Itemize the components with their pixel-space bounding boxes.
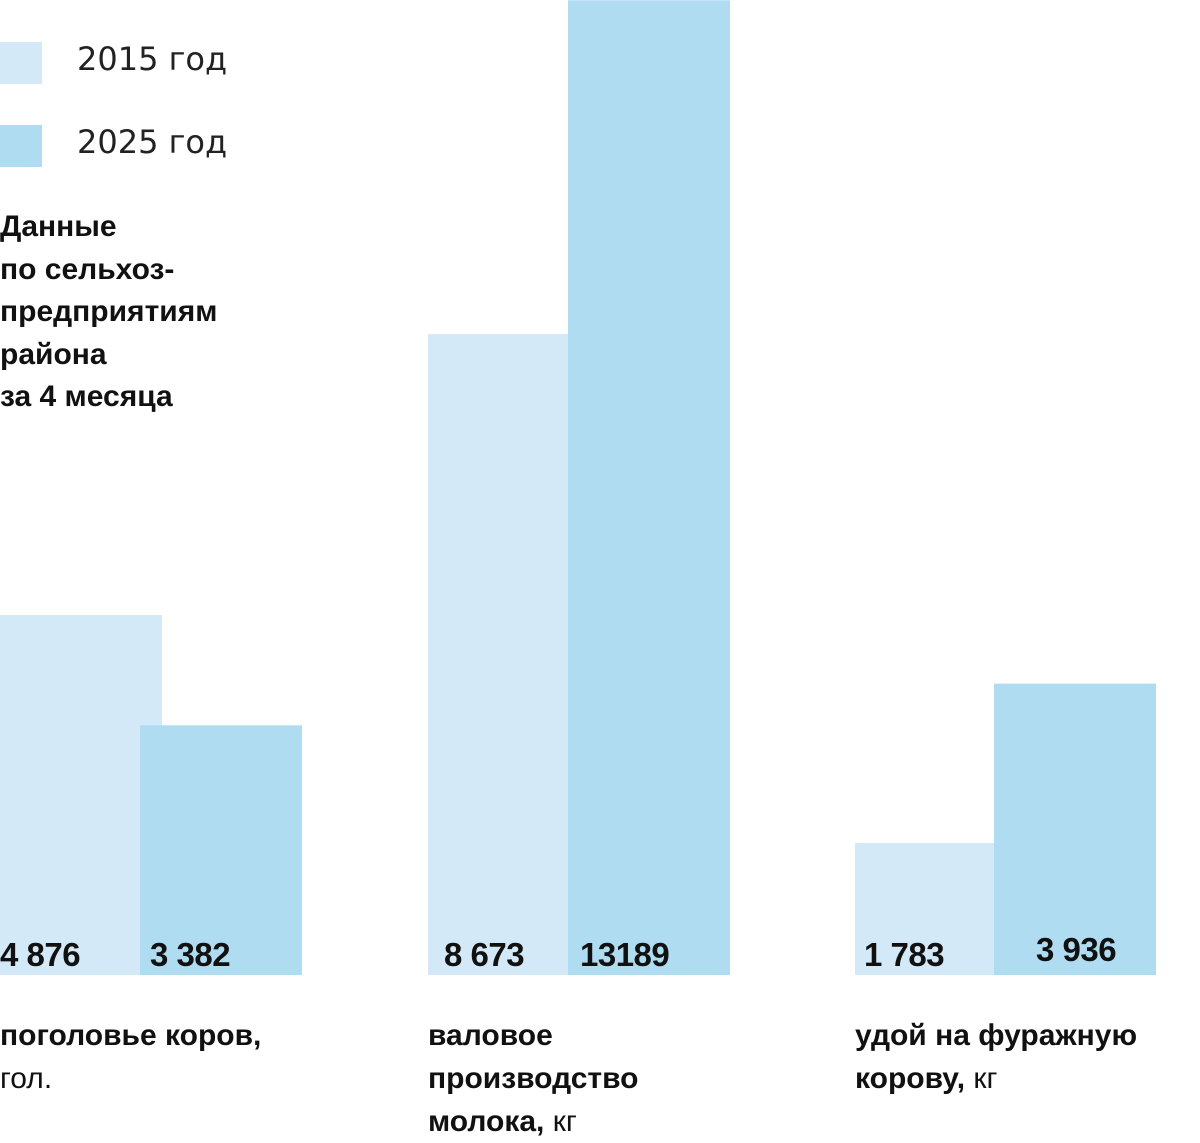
category-unit: гол.: [0, 1062, 53, 1095]
category-label-text: молока,: [428, 1105, 545, 1138]
category-label-cows: поголовье коров, гол.: [0, 1014, 261, 1100]
category-label-text: валовое: [428, 1019, 553, 1052]
category-label-milk: валовое производство молока, кг: [428, 1014, 639, 1143]
chart-title-line: района: [0, 337, 107, 371]
category-label-text: корову,: [855, 1062, 966, 1095]
value-label-2015-cat1: 4 876: [0, 936, 80, 973]
chart-title-line: предприятиям: [0, 295, 218, 328]
value-label-2015-cat3: 1 783: [864, 936, 944, 973]
category-unit: кг: [544, 1105, 577, 1138]
bar-2015-cat2: [428, 334, 568, 975]
category-label-text: поголовье коров,: [0, 1019, 262, 1052]
legend: 2015 год 2025 год: [0, 40, 227, 167]
legend-label-2015: 2015 год: [77, 40, 227, 78]
value-label-2015-cat2: 8 673: [444, 936, 524, 973]
legend-swatch-2025: [0, 125, 42, 167]
bar-2025-cat3: [994, 683, 1156, 975]
value-label-2025-cat1: 3 382: [150, 936, 230, 973]
category-label-yield: удой на фуражную корову, кг: [855, 1014, 1137, 1100]
bar-2015-cat1: [0, 615, 162, 975]
value-label-2025-cat3: 3 936: [1036, 931, 1116, 968]
category-label-text: производство: [428, 1062, 639, 1095]
legend-swatch-2015: [0, 42, 42, 84]
bar-2025-cat1: [140, 725, 302, 975]
category-unit: кг: [965, 1062, 998, 1095]
category-label-text: удой на фуражную: [855, 1019, 1138, 1052]
chart-title: Данные по сельхоз- предприятиям района з…: [0, 206, 300, 419]
chart-title-line: Данные: [0, 210, 117, 243]
chart-title-line: по сельхоз-: [0, 252, 175, 286]
chart-title-line: за 4 месяца: [0, 380, 173, 413]
legend-label-2025: 2025 год: [77, 123, 227, 161]
bars-layer: [0, 0, 1156, 976]
bar-2025-cat2: [568, 0, 730, 976]
value-labels: 4 876 8 673 1 783 3 382 13189 3 936: [0, 931, 1117, 973]
value-label-2025-cat2: 13189: [580, 936, 669, 973]
bar-2015-cat3: [855, 843, 995, 975]
